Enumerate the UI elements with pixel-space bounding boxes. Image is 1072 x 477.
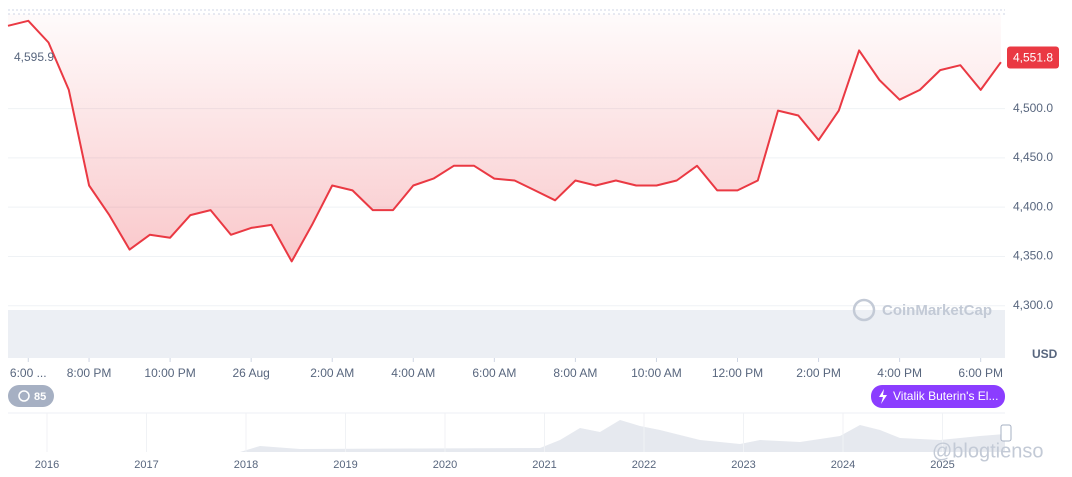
credit-watermark: @blogtienso <box>932 440 1043 462</box>
x-tick-label: 10:00 AM <box>631 366 682 380</box>
current-price-label: 4,551.8 <box>1013 51 1053 65</box>
annotation-text: Vitalik Buterin's El... <box>893 389 998 403</box>
x-tick-label: 2:00 PM <box>796 366 841 380</box>
x-tick-label: 6:00 AM <box>472 366 516 380</box>
price-line <box>7 19 1002 263</box>
x-tick-label: 8:00 AM <box>553 366 597 380</box>
navigator-year: 2017 <box>134 459 158 471</box>
x-tick-label: 2:00 AM <box>310 366 354 380</box>
navigator-year: 2022 <box>632 459 656 471</box>
x-tick-label: 10:00 PM <box>144 366 195 380</box>
x-tick-label: 4:00 AM <box>391 366 435 380</box>
watermark-text: CoinMarketCap <box>882 302 992 319</box>
x-tick-label: 6:00 ... <box>10 366 47 380</box>
x-tick-label: 6:00 PM <box>958 366 1003 380</box>
watermark-logo <box>852 298 876 322</box>
y-tick-label: 4,400.0 <box>1013 199 1053 213</box>
navigator-area <box>8 420 1005 452</box>
y-tick-label: 4,450.0 <box>1013 150 1053 164</box>
volume-band <box>8 310 1005 358</box>
watermark: CoinMarketCap <box>852 298 992 322</box>
x-tick-label: 26 Aug <box>232 366 269 380</box>
y-tick-label: 4,350.0 <box>1013 249 1053 263</box>
unit-label: USD <box>1032 347 1058 361</box>
y-tick-label: 4,300.0 <box>1013 298 1053 312</box>
navigator-year: 2018 <box>234 459 258 471</box>
y-tick-label: 4,500.0 <box>1013 101 1053 115</box>
annotation-icon <box>879 389 887 404</box>
navigator-year: 2024 <box>831 459 855 471</box>
navigator-year: 2020 <box>433 459 457 471</box>
navigator-handle[interactable] <box>1000 424 1012 442</box>
current-price-tag <box>1007 46 1059 69</box>
navigator-year: 2021 <box>532 459 556 471</box>
badge-count: 85 <box>34 391 46 403</box>
badge-icon <box>18 390 30 402</box>
x-tick-label: 8:00 PM <box>67 366 112 380</box>
x-tick-label: 4:00 PM <box>877 366 922 380</box>
navigator-year: 2023 <box>731 459 755 471</box>
badge-bg <box>8 385 54 407</box>
navigator-year: 2025 <box>930 459 954 471</box>
reference-label: 4,595.9 <box>14 50 54 64</box>
area-fill <box>8 14 1001 262</box>
annotation-pill[interactable]: Vitalik Buterin's El... <box>871 385 1005 408</box>
x-tick-label: 12:00 PM <box>712 366 763 380</box>
annotation-bg <box>871 385 1005 408</box>
navigator-year: 2016 <box>35 459 59 471</box>
events-badge[interactable]: 85 <box>8 385 54 407</box>
navigator-year: 2019 <box>333 459 357 471</box>
